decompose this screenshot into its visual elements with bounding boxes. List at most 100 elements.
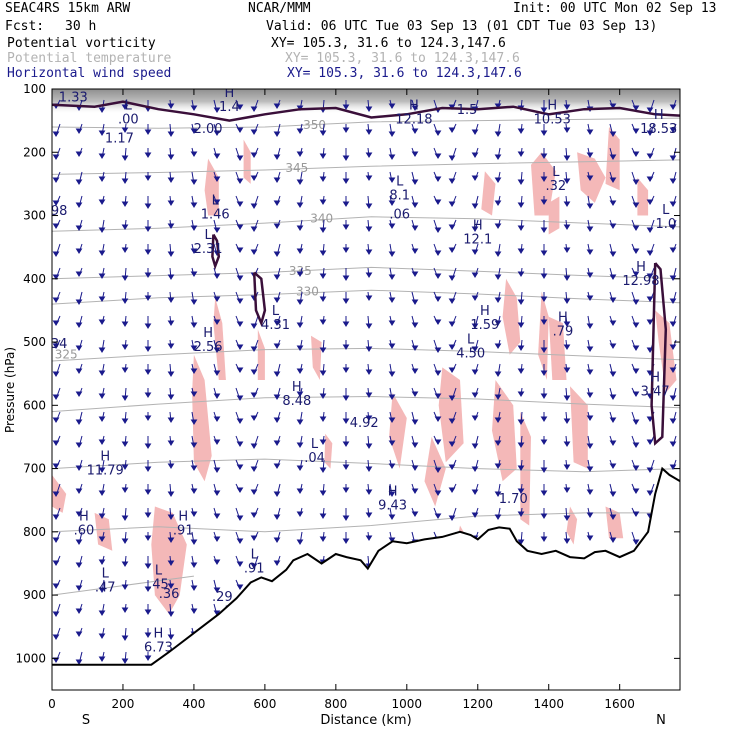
wind-vector-head bbox=[540, 107, 548, 113]
wind-vector-head bbox=[121, 344, 129, 350]
wind-vector-head bbox=[121, 441, 129, 447]
wind-vector-head bbox=[563, 247, 571, 253]
wind-vector-head bbox=[319, 153, 327, 159]
pv-shaded-region bbox=[151, 506, 187, 615]
wind-vector-head bbox=[167, 491, 175, 497]
wind-vector-head bbox=[52, 463, 60, 469]
wind-vector-head bbox=[167, 103, 175, 109]
wind-vector-head bbox=[471, 512, 479, 518]
wind-vector-head bbox=[52, 343, 60, 349]
wind-vector-head bbox=[144, 655, 152, 661]
wind-vector-head bbox=[296, 248, 304, 254]
extremum-value: .29 bbox=[212, 590, 233, 605]
wind-vector-head bbox=[213, 490, 221, 496]
wind-vector-head bbox=[434, 513, 442, 519]
wind-vector-head bbox=[250, 226, 258, 232]
wind-vector-head bbox=[250, 489, 258, 495]
wind-vector-head bbox=[609, 131, 617, 137]
x-tick-label: 1400 bbox=[533, 697, 564, 711]
wind-vector-head bbox=[632, 151, 640, 157]
wind-vector-head bbox=[167, 634, 175, 640]
y-tick-label: 900 bbox=[23, 588, 46, 602]
wind-vector-head bbox=[167, 200, 175, 206]
wind-vector-head bbox=[517, 271, 525, 277]
wind-vector-head bbox=[632, 299, 640, 305]
wind-vector-head bbox=[586, 369, 594, 375]
wind-vector-head bbox=[167, 417, 175, 423]
wind-vector-head bbox=[609, 343, 617, 349]
wind-vector-head bbox=[319, 273, 327, 279]
wind-vector-head bbox=[365, 443, 373, 449]
extremum-value: 1.5 bbox=[457, 103, 478, 118]
wind-vector-head bbox=[213, 513, 221, 519]
wind-vector-head bbox=[52, 634, 60, 640]
wind-vector-head bbox=[144, 609, 152, 615]
extremum-marker: L bbox=[155, 563, 163, 578]
pv-shaded-region bbox=[637, 177, 649, 216]
extremum-value: 6.73 bbox=[144, 641, 173, 656]
wind-vector-head bbox=[250, 129, 258, 135]
wind-vector-head bbox=[494, 463, 502, 469]
pv-contour bbox=[52, 100, 680, 122]
wind-vector-head bbox=[388, 440, 396, 446]
wind-vector-head bbox=[540, 490, 548, 496]
wind-vector-head bbox=[144, 249, 152, 255]
isentrope-label: 330 bbox=[296, 284, 319, 298]
wind-vector-head bbox=[144, 129, 152, 135]
extremum-value: 2.31 bbox=[194, 242, 223, 257]
pv-shaded-region bbox=[548, 196, 560, 235]
wind-vector-head bbox=[144, 346, 152, 352]
wind-vector-head bbox=[190, 151, 198, 157]
wind-vector-head bbox=[190, 391, 198, 397]
x-axis-title: Distance (km) bbox=[320, 713, 411, 728]
wind-vector-head bbox=[319, 199, 327, 205]
wind-vector-head bbox=[52, 491, 60, 497]
pv-shaded-region bbox=[52, 474, 67, 513]
x-tick-label: 1200 bbox=[462, 697, 493, 711]
extremum-value: .06 bbox=[389, 207, 410, 222]
wind-vector-head bbox=[563, 127, 571, 133]
extremum-marker: H bbox=[473, 219, 483, 234]
wind-vector-head bbox=[342, 178, 350, 184]
wind-vector-head bbox=[236, 298, 244, 304]
model-name: SEAC4RS 15km ARW bbox=[5, 1, 131, 16]
wind-vector-head bbox=[471, 443, 479, 449]
wind-vector-head bbox=[669, 104, 677, 110]
wind-vector-head bbox=[411, 391, 419, 397]
extremum-value: 12.98 bbox=[622, 274, 659, 289]
extremum-marker: L bbox=[552, 165, 560, 180]
wind-vector-head bbox=[669, 178, 677, 184]
wind-vector-head bbox=[434, 319, 442, 325]
wind-vector-head bbox=[411, 225, 419, 231]
wind-vector-head bbox=[434, 296, 442, 302]
wind-vector-head bbox=[75, 202, 83, 208]
wind-vector-head bbox=[365, 512, 373, 518]
x-tick-label: 1600 bbox=[604, 697, 635, 711]
wind-vector-head bbox=[52, 131, 60, 137]
wind-vector-head bbox=[273, 371, 281, 377]
wind-vector-head bbox=[98, 393, 106, 399]
wind-vector-head bbox=[213, 153, 221, 159]
wind-vector-head bbox=[52, 514, 60, 520]
wind-vector-head bbox=[411, 202, 419, 208]
wind-vector-head bbox=[236, 584, 244, 590]
wind-vector-head bbox=[273, 320, 281, 326]
wind-vector-head bbox=[388, 394, 396, 400]
wind-vector-head bbox=[563, 104, 571, 110]
wind-vector-head bbox=[342, 487, 350, 493]
wind-vector-head bbox=[121, 367, 129, 373]
wind-vector-head bbox=[319, 319, 327, 325]
wind-vector-head bbox=[434, 130, 442, 136]
wind-vector-head bbox=[494, 177, 502, 183]
wind-vector-head bbox=[98, 467, 106, 473]
wind-vector-head bbox=[563, 487, 571, 493]
wind-vector-head bbox=[669, 321, 677, 327]
wind-vector-head bbox=[448, 298, 456, 304]
wind-vector-head bbox=[250, 415, 258, 421]
wind-vector-head bbox=[609, 394, 617, 400]
wind-vector-head bbox=[586, 535, 594, 541]
extremum-marker: L bbox=[311, 437, 319, 452]
wind-vector-head bbox=[167, 463, 175, 469]
wind-vector-head bbox=[411, 271, 419, 277]
